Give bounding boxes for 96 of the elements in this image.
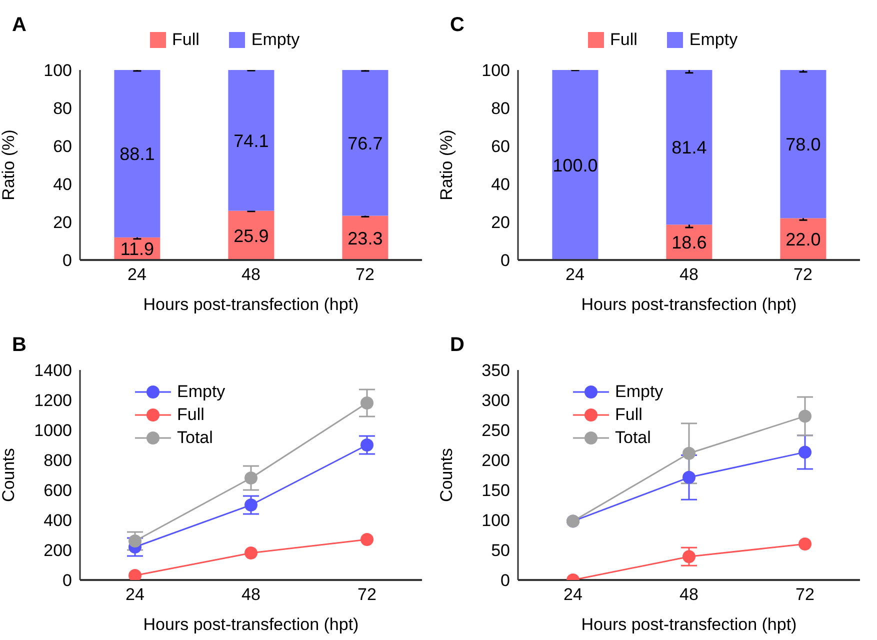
legend-label: Total [177, 428, 213, 448]
bar [342, 70, 388, 216]
point [682, 446, 696, 460]
x-axis-title: Hours post-transfection (hpt) [143, 615, 359, 634]
x-axis-title: Hours post-transfection (hpt) [143, 295, 359, 314]
data-label: 18.6 [672, 232, 707, 253]
point [682, 550, 696, 564]
y-tick-label: 20 [53, 213, 72, 232]
y-tick-label: 80 [491, 99, 510, 118]
data-label: 74.1 [234, 130, 269, 151]
y-tick-label: 20 [491, 213, 510, 232]
bar [780, 218, 826, 260]
x-tick-label: 48 [680, 585, 698, 604]
legend-label: Empty [177, 382, 226, 402]
chart-title: A [12, 14, 26, 37]
bar [780, 70, 826, 218]
data-label: 78.0 [786, 134, 821, 154]
x-tick-label: 48 [242, 265, 260, 284]
chart-title: D [450, 334, 464, 357]
x-axis-title: Hours post-transfection (hpt) [581, 295, 797, 314]
legend-label: Empty [689, 30, 738, 50]
legend-label: Total [615, 428, 651, 448]
x-tick-label: 24 [566, 265, 584, 284]
x-tick-label: 72 [796, 585, 814, 604]
data-label: 23.3 [348, 228, 383, 248]
point [360, 396, 374, 410]
point [244, 498, 258, 512]
legend-label: Full [615, 404, 642, 424]
y-tick-label: 200 [44, 541, 72, 560]
y-tick-label: 60 [491, 137, 510, 156]
data-label: 11.9 [120, 239, 154, 260]
point [798, 538, 812, 550]
x-tick-label: 72 [358, 585, 376, 604]
point [128, 534, 142, 548]
y-tick-label: 1200 [34, 391, 72, 410]
y-tick-label: 1000 [34, 421, 72, 440]
legend-label: Full [177, 404, 204, 424]
y-tick-label: 150 [482, 481, 510, 500]
x-tick-label: 24 [564, 585, 582, 604]
chart-title: C [450, 14, 464, 37]
data-label: 100.0 [552, 155, 598, 176]
y-tick-label: 300 [482, 391, 510, 410]
y-tick-label: 200 [482, 451, 510, 470]
point [798, 410, 812, 423]
y-tick-label: 60 [53, 137, 72, 156]
y-tick-label: 100 [482, 511, 510, 530]
x-axis-title: Hours post-transfection (hpt) [581, 615, 797, 634]
bar [228, 210, 274, 260]
data-label: 76.7 [348, 133, 383, 154]
legend-label: Empty [615, 382, 664, 402]
y-axis-title: Counts [0, 448, 18, 502]
point [360, 533, 374, 546]
data-label: 81.4 [672, 138, 707, 158]
point [798, 446, 812, 459]
data-label: 22.0 [786, 229, 821, 250]
y-tick-label: 50 [491, 541, 510, 560]
point [682, 470, 696, 484]
y-tick-label: 350 [482, 361, 510, 380]
point [360, 438, 374, 452]
y-axis-title: Ratio (%) [437, 130, 456, 200]
x-tick-label: 48 [242, 585, 260, 604]
point [244, 472, 258, 484]
x-tick-label: 24 [128, 265, 146, 284]
legend-label: Empty [251, 30, 300, 50]
y-axis-title: Counts [437, 448, 456, 502]
legend-label: Full [610, 30, 638, 50]
bar [228, 70, 274, 211]
y-tick-label: 250 [482, 421, 510, 440]
y-tick-label: 40 [53, 175, 72, 194]
y-tick-label: 80 [53, 99, 72, 118]
y-tick-label: 1400 [34, 361, 72, 380]
y-tick-label: 400 [44, 511, 72, 530]
y-tick-label: 0 [62, 251, 72, 270]
chart-title: B [12, 334, 26, 357]
point [244, 546, 258, 560]
y-tick-label: 0 [62, 571, 72, 590]
y-tick-label: 800 [44, 451, 72, 470]
bar [552, 70, 598, 260]
y-tick-label: 0 [500, 251, 510, 270]
data-label: 25.9 [234, 226, 269, 246]
x-tick-label: 72 [356, 265, 374, 284]
y-tick-label: 100 [44, 61, 72, 80]
x-tick-label: 72 [794, 265, 812, 284]
point [128, 569, 142, 580]
y-tick-label: 40 [491, 175, 510, 194]
bar [114, 70, 160, 238]
y-tick-label: 0 [500, 571, 510, 590]
data-label: 88.1 [120, 144, 155, 164]
legend-label: Full [172, 30, 200, 50]
y-tick-label: 600 [44, 481, 72, 500]
y-tick-label: 100 [482, 61, 510, 80]
bar [666, 70, 712, 225]
y-axis-title: Ratio (%) [0, 130, 18, 200]
bar [342, 216, 388, 260]
x-tick-label: 48 [680, 265, 698, 284]
x-tick-label: 24 [126, 585, 144, 604]
